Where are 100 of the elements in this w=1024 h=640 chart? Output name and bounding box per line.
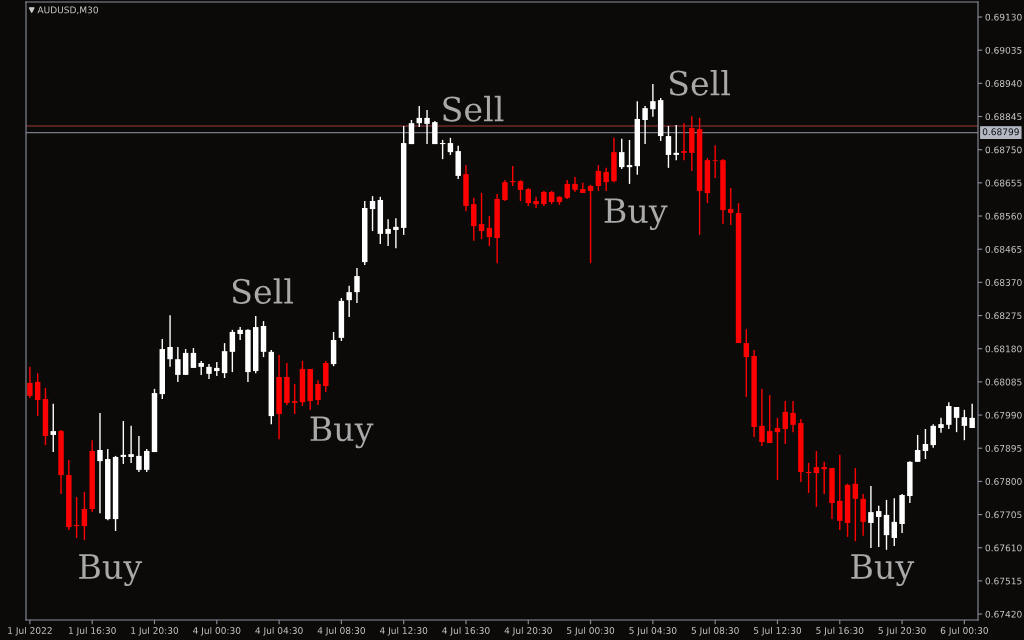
candlestick (517, 179, 524, 202)
candlestick (221, 342, 228, 379)
annotation: Buy (79, 554, 143, 587)
candlestick (478, 192, 485, 240)
candlestick (128, 425, 134, 464)
x-tick-label: 1 Jul 2022 (8, 626, 52, 636)
y-tick-label: 0.68465 (985, 245, 1022, 253)
candlestick (743, 328, 750, 398)
candlestick (486, 215, 493, 247)
candlestick (143, 448, 150, 473)
candlestick (182, 348, 189, 376)
candlestick (50, 403, 56, 453)
candlestick (766, 394, 773, 444)
x-tick-label: 5 Jul 04:30 (629, 626, 677, 636)
annotation: Buy (310, 416, 374, 449)
candlestick (424, 109, 430, 145)
y-tick-label: 0.68655 (985, 179, 1022, 187)
y-tick-label: 0.67705 (985, 511, 1022, 519)
candlestick (619, 138, 625, 170)
candlestick (136, 435, 142, 473)
chart-title: AUDUSD,M30 (37, 6, 98, 15)
y-tick-label: 0.69130 (985, 13, 1022, 21)
candlestick (393, 217, 399, 249)
candlestick (408, 119, 415, 145)
candlestick (595, 164, 602, 192)
candlestick (385, 218, 391, 247)
candlestick (323, 360, 329, 393)
annotation: Sell (232, 278, 294, 304)
y-tick-label: 0.68560 (985, 212, 1022, 220)
candlestick (502, 179, 508, 202)
y-tick-label: 0.68370 (985, 279, 1022, 286)
candlestick (291, 383, 298, 415)
candlestick (821, 461, 827, 495)
candlestick (681, 122, 687, 161)
x-tick-label: 5 Jul 00:30 (567, 626, 615, 636)
candlestick (587, 184, 594, 264)
x-tick-label: 4 Jul 16:30 (442, 626, 490, 636)
candlestick (813, 450, 820, 508)
candlestick (354, 267, 360, 304)
candlestick (759, 388, 765, 447)
candlestick (782, 400, 788, 445)
candlestick (533, 196, 539, 209)
x-tick-label: 4 Jul 00:30 (193, 626, 241, 636)
y-tick-label: 0.68180 (985, 345, 1022, 353)
candlestick (81, 491, 88, 541)
x-tick-label: 5 Jul 20:30 (878, 626, 926, 636)
x-tick-label: 5 Jul 16:30 (816, 626, 864, 636)
y-tick-label: 0.67990 (985, 411, 1022, 419)
candlestick (860, 493, 866, 537)
candlestick (938, 417, 944, 434)
candlestick (27, 366, 33, 399)
annotation: Sell (669, 69, 731, 96)
x-tick-label: 1 Jul 20:30 (131, 626, 179, 636)
candlestick (315, 379, 321, 406)
candlestick (953, 406, 960, 433)
x-tick-label: 5 Jul 12:30 (753, 626, 802, 636)
candlestick (167, 314, 173, 368)
annotation: Sell (443, 95, 504, 122)
candlestick (673, 124, 679, 161)
candlestick (650, 83, 656, 118)
candlestick (922, 428, 929, 460)
x-tick-label: 4 Jul 12:30 (379, 626, 428, 636)
candlestick (728, 187, 734, 226)
candlestick (837, 454, 843, 531)
candlestick (237, 326, 243, 341)
y-tick-label: 0.67515 (985, 577, 1022, 585)
candlestick (891, 497, 898, 547)
y-tick-label: 0.69035 (985, 46, 1022, 54)
x-tick-label: 5 Jul 08:30 (691, 626, 739, 636)
candlestick (868, 485, 874, 549)
candlestick (930, 423, 936, 449)
candlestick (97, 412, 103, 514)
candlestick (914, 434, 921, 463)
y-tick-label: 0.67895 (985, 444, 1022, 452)
y-tick-label: 0.67800 (985, 478, 1022, 485)
y-tick-label: 0.67420 (985, 610, 1022, 618)
annotation: Buy (851, 554, 915, 587)
candlestick (875, 505, 882, 548)
y-tick-label: 0.68750 (985, 146, 1022, 154)
candlestick (712, 144, 718, 179)
candlestick (626, 139, 633, 185)
y-tick-label: 0.68845 (985, 113, 1022, 121)
candlestick (665, 125, 672, 169)
candlestick (369, 195, 376, 232)
candlestick (175, 346, 181, 383)
candlestick (961, 409, 968, 441)
x-tick-label: 1 Jul 16:30 (68, 626, 116, 636)
ref-line-label: 0.68799 (982, 128, 1019, 136)
candlestick (946, 401, 952, 430)
y-tick-label: 0.68275 (985, 312, 1022, 320)
candlestick (346, 285, 352, 318)
candlestick (883, 499, 890, 551)
candlestick (190, 347, 197, 369)
x-tick-label: 6 Jul 00:30 (940, 626, 988, 636)
x-tick-label: 4 Jul 04:30 (255, 626, 303, 636)
candlestick (34, 372, 41, 417)
y-tick-label: 0.68940 (985, 80, 1022, 87)
y-tick-label: 0.67610 (985, 544, 1022, 552)
x-tick-label: 4 Jul 20:30 (504, 626, 552, 636)
x-tick-label: 4 Jul 08:30 (317, 626, 365, 636)
